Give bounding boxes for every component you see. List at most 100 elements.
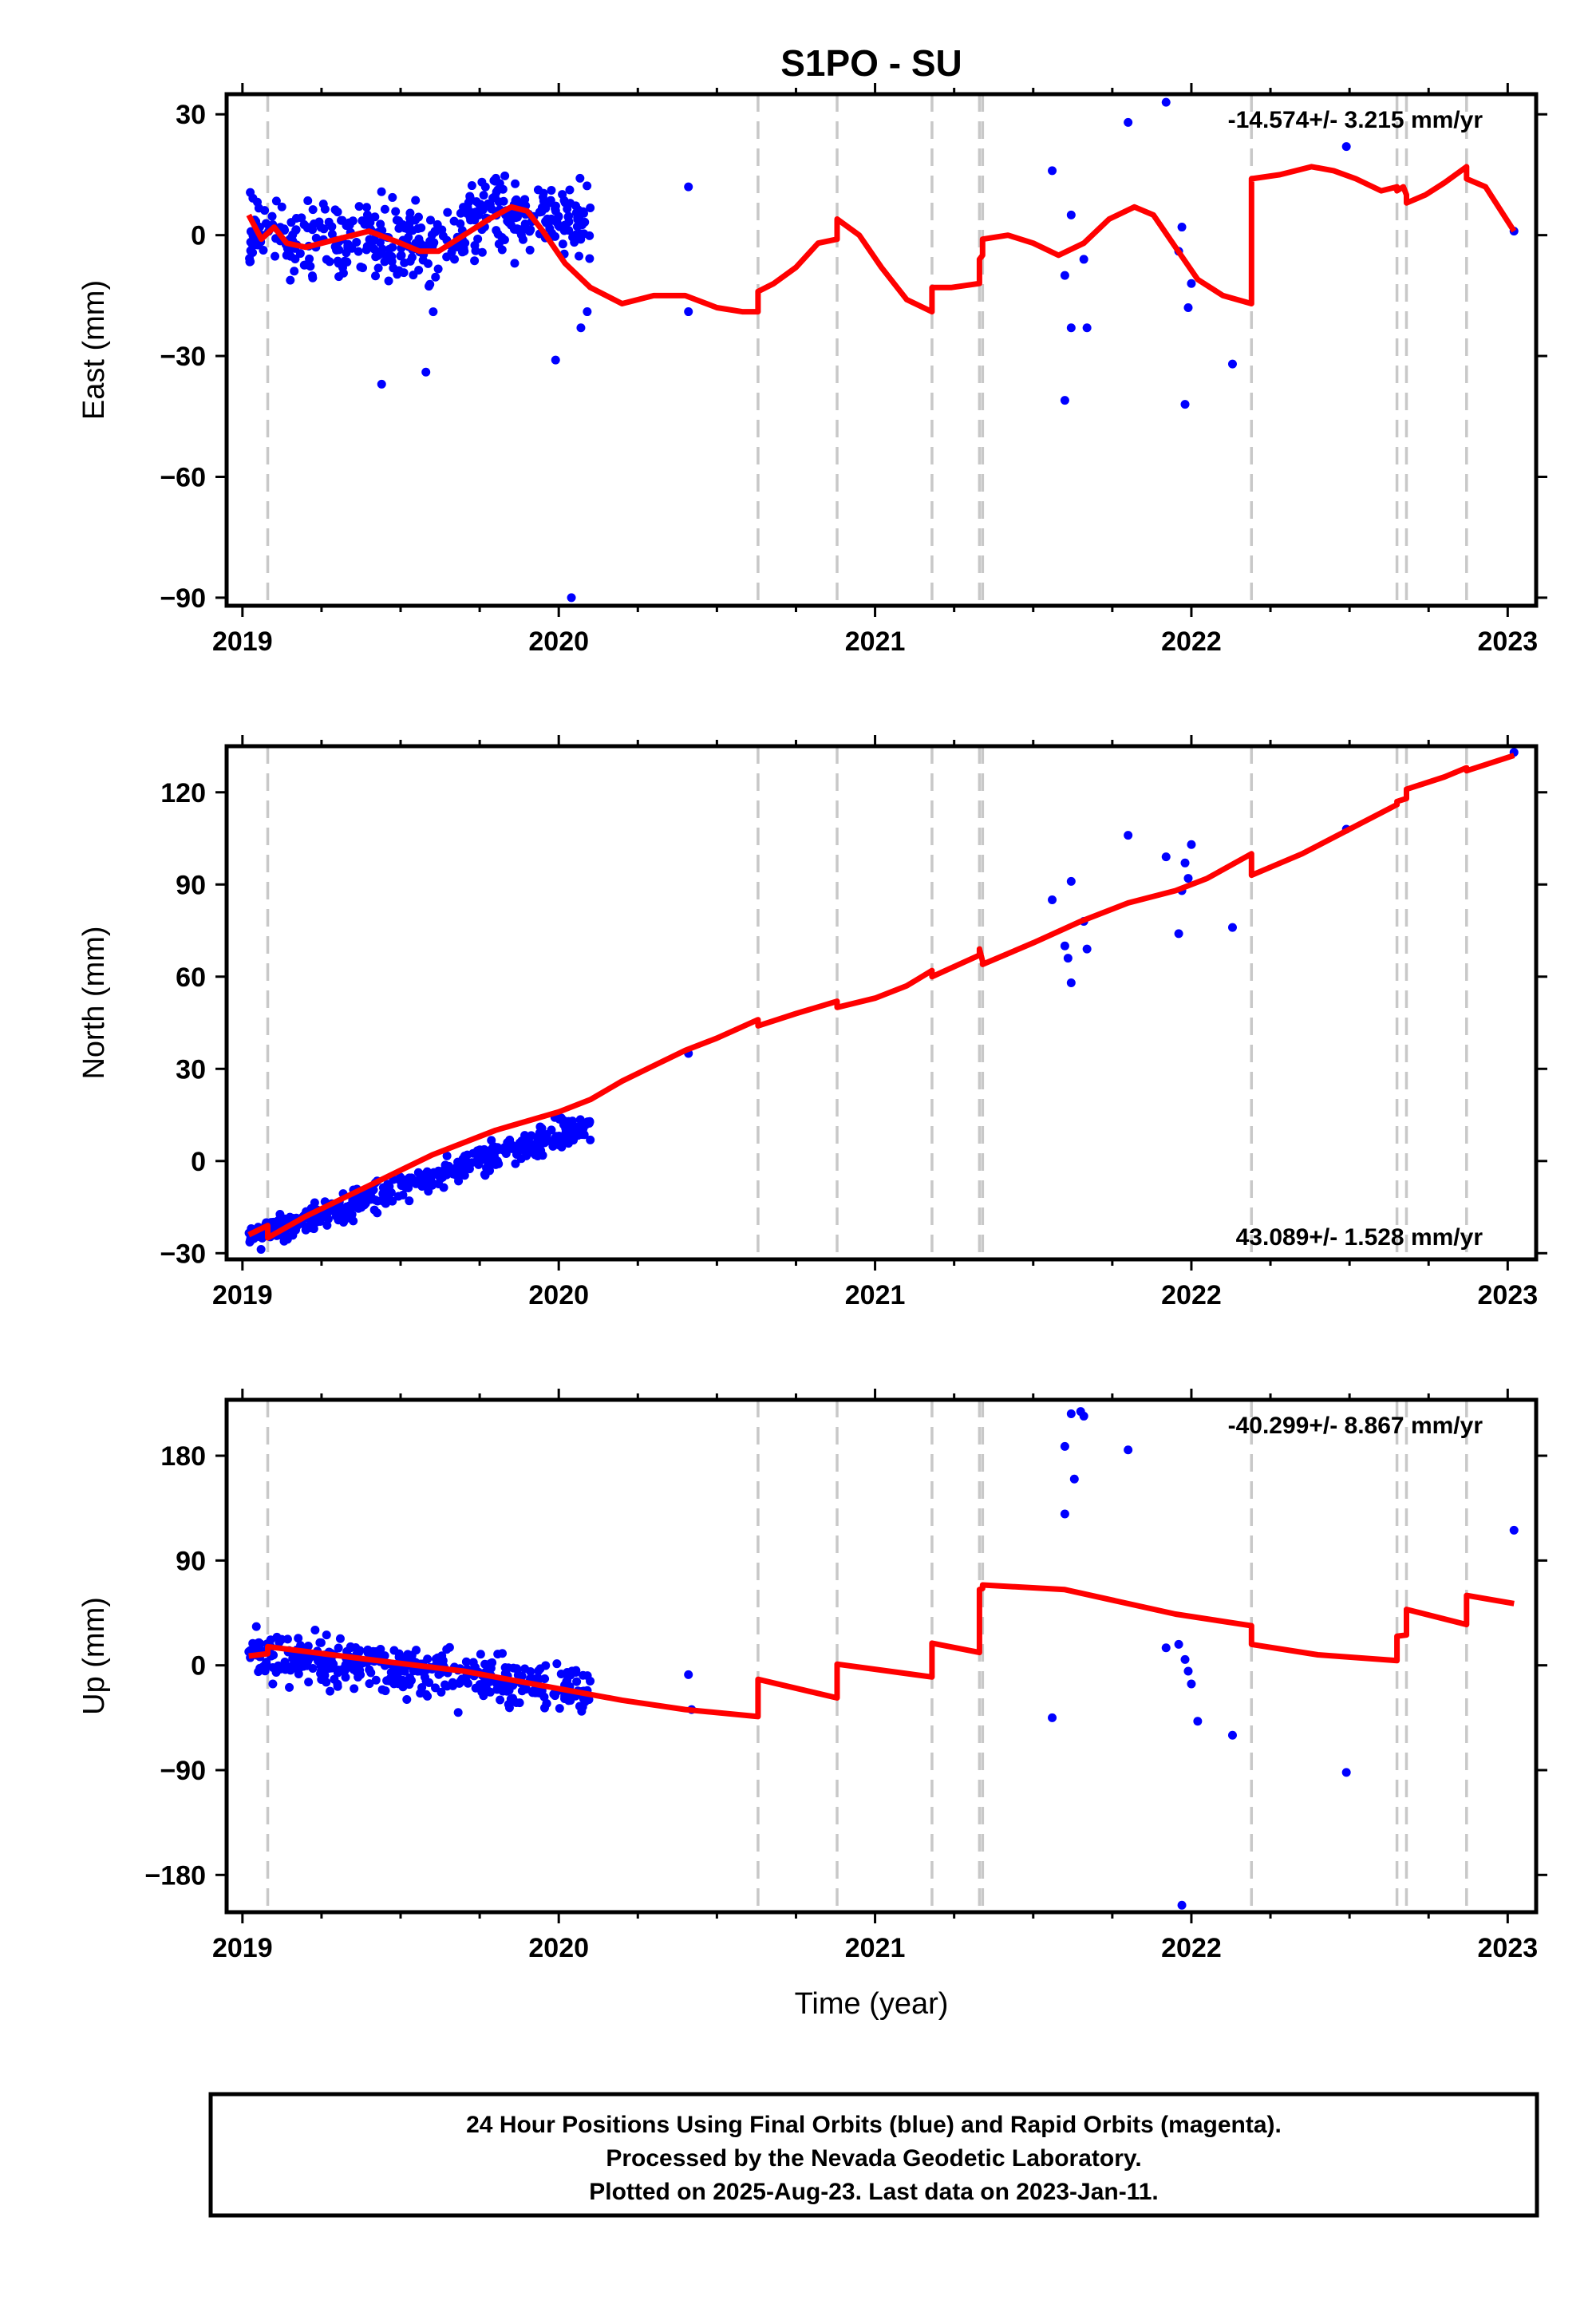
east-x-tick-label: 2023 — [1478, 626, 1539, 657]
north-data-point — [488, 1152, 497, 1161]
north-data-point — [538, 1132, 547, 1142]
north-outlier-point-4 — [1066, 876, 1076, 886]
east-data-point — [286, 218, 296, 227]
east-y-tick-label: 0 — [191, 221, 206, 251]
up-data-point — [355, 1666, 365, 1675]
east-data-point — [551, 204, 560, 214]
footer-line-2: Processed by the Nevada Geodetic Laborat… — [606, 2145, 1141, 2172]
north-rate-label: 43.089+/- 1.528 mm/yr — [1236, 1224, 1483, 1251]
up-data-point — [255, 1639, 265, 1649]
east-data-point — [583, 181, 592, 191]
east-data-point — [563, 212, 573, 222]
up-data-point — [512, 1665, 522, 1674]
up-outlier-point-8 — [1079, 1411, 1088, 1421]
north-x-tick-label: 2019 — [212, 1280, 273, 1310]
up-panel: 2019 2020 2021 2022 2023 180 90 0 −90 −180 Up (mm)… — [77, 1389, 1547, 1963]
east-data-point — [320, 204, 330, 214]
up-data-point — [304, 1678, 314, 1687]
north-data-point — [487, 1136, 496, 1145]
up-data-point — [485, 1677, 495, 1686]
east-x-tick-label: 2019 — [212, 626, 273, 657]
east-data-point — [303, 196, 313, 206]
north-x-tick-label: 2022 — [1161, 1280, 1222, 1310]
north-data-point — [342, 1202, 351, 1211]
east-data-point — [518, 235, 527, 244]
up-data-point — [504, 1703, 514, 1713]
east-data-point — [485, 200, 495, 210]
east-x-tick-label: 2022 — [1161, 626, 1222, 657]
east-frame — [224, 92, 1539, 608]
up-outlier-point-18 — [1341, 1768, 1351, 1777]
east-plot-area — [245, 94, 1519, 606]
up-plot-area — [244, 1400, 1519, 1912]
north-data-point — [559, 1116, 569, 1125]
east-data-point — [499, 196, 508, 206]
east-data-point — [271, 251, 280, 261]
north-data-point — [512, 1148, 522, 1158]
east-data-point — [563, 204, 572, 214]
east-outlier-point-18 — [1177, 223, 1187, 232]
east-data-point — [477, 247, 487, 257]
east-data-point — [373, 263, 383, 273]
east-data-point — [537, 207, 547, 216]
north-outlier-point-15 — [1227, 923, 1237, 932]
east-data-point — [511, 213, 520, 223]
north-data-point — [414, 1176, 424, 1186]
east-data-point — [425, 279, 435, 289]
east-data-point — [388, 192, 397, 202]
up-outlier-point-3 — [1060, 1441, 1069, 1451]
east-data-point — [352, 237, 361, 247]
east-data-point — [457, 247, 467, 257]
up-data-point — [341, 1673, 350, 1682]
north-data-point — [547, 1125, 556, 1135]
east-data-point — [560, 220, 570, 230]
north-data-point — [558, 1139, 567, 1148]
north-y-tick-label: 0 — [191, 1147, 206, 1177]
north-x-tick-label: 2020 — [528, 1280, 589, 1310]
north-data-point — [555, 1131, 564, 1140]
east-data-point — [463, 203, 472, 212]
east-data-point — [511, 196, 520, 205]
north-data-point — [405, 1173, 414, 1183]
north-data-point — [472, 1156, 482, 1165]
up-data-point — [485, 1658, 495, 1668]
up-data-point — [260, 1666, 270, 1676]
east-data-point — [358, 216, 367, 226]
east-data-point — [467, 181, 476, 191]
east-outlier-point-19 — [1180, 400, 1190, 409]
up-data-point — [324, 1664, 334, 1674]
up-x-tick-label: 2019 — [212, 1933, 273, 1963]
east-data-point — [404, 232, 413, 242]
east-data-point — [277, 202, 286, 211]
north-data-point — [522, 1151, 531, 1160]
up-data-point — [280, 1658, 290, 1667]
east-y-axis-label: East (mm) — [77, 280, 111, 420]
up-y-axis-label: Up (mm) — [77, 1597, 111, 1715]
up-data-point — [457, 1674, 467, 1684]
up-data-point — [437, 1687, 446, 1697]
north-data-point — [405, 1196, 414, 1206]
east-data-point — [354, 247, 363, 256]
north-data-point — [370, 1196, 380, 1205]
east-data-point — [497, 245, 507, 255]
east-data-point — [405, 208, 415, 218]
up-data-point — [496, 1695, 505, 1705]
up-data-point — [555, 1704, 564, 1713]
footer-box — [208, 2092, 1539, 2218]
up-data-point — [552, 1659, 562, 1669]
up-data-point — [461, 1657, 471, 1666]
east-outlier-point-3 — [567, 593, 576, 603]
north-outlier-point-8 — [1124, 831, 1133, 840]
east-model-line — [246, 164, 1517, 315]
north-data-point — [527, 1131, 536, 1140]
east-data-point — [443, 207, 452, 217]
north-outlier-point-2 — [1060, 941, 1069, 951]
east-data-point — [279, 224, 289, 234]
east-data-point — [410, 215, 420, 225]
x-axis-label: Time (year) — [795, 1987, 949, 2021]
up-x-tick-label: 2023 — [1478, 1933, 1539, 1963]
east-data-point — [362, 242, 372, 251]
north-data-point — [331, 1211, 341, 1221]
up-data-point — [308, 1663, 318, 1673]
